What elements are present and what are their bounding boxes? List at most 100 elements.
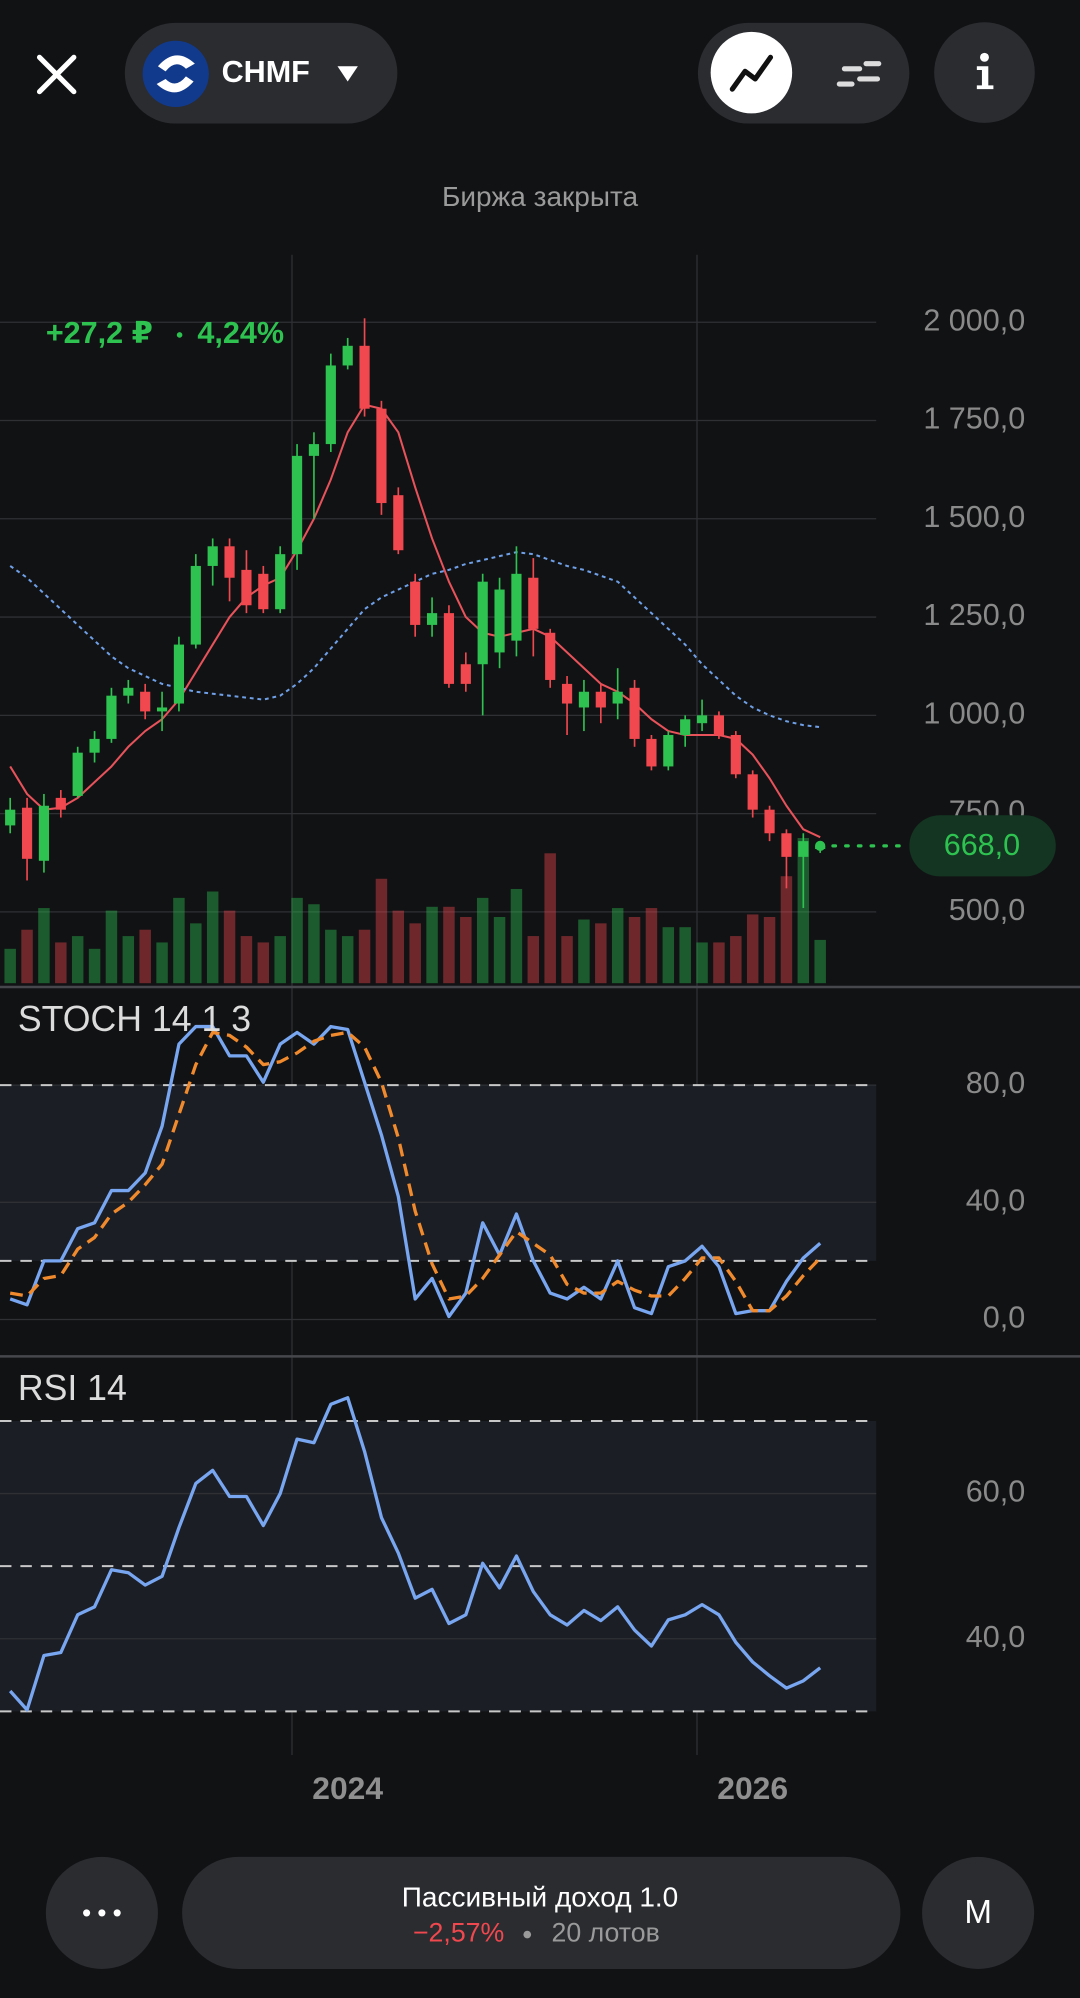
volume-bar [476,897,489,984]
toggle-active [710,31,793,114]
indicator-line [9,1030,822,1313]
volume-bar [308,904,320,984]
volume-bar [460,916,472,984]
candle-body [477,581,488,665]
candle-body [342,345,353,366]
line-chart-button[interactable] [710,31,793,114]
volume-bar [190,923,202,984]
candle-body [528,577,539,629]
volume-bar [206,891,219,984]
y-tick-label: 1 500,0 [923,500,1025,534]
y-tick-label: 2 000,0 [923,303,1025,337]
volume-bar [139,929,151,984]
candle-body [511,573,522,641]
volume-bar [223,910,236,984]
candle-body [224,546,235,578]
more-button[interactable] [45,1856,158,1969]
volume-bar [173,897,185,984]
candle-body [241,569,252,606]
more-dot [113,1909,121,1917]
y-tick-label: 60,0 [966,1475,1025,1509]
y-tick-label: 1 250,0 [923,598,1025,632]
panel-title: STOCH 14 1 3 [18,999,251,1039]
market-status: Биржа закрыта [442,181,639,212]
candle-body [325,365,336,445]
strategy-name: Пассивный доход 1.0 [402,1881,679,1912]
volume-bar [611,908,624,984]
info-icon [976,66,994,90]
volume-bar [341,936,354,984]
more-dot [83,1909,91,1917]
info-button[interactable] [934,22,1035,123]
volume-bar [426,906,438,984]
candle-body [55,797,66,810]
candle-body [545,632,556,680]
indicator-line [8,1396,822,1712]
candle-body [646,738,657,767]
y-tick-label: 80,0 [966,1066,1025,1100]
panel-title: RSI 14 [18,1368,127,1408]
candle-body [696,715,708,724]
candle-body [376,408,387,504]
volume-bar [325,929,337,984]
volume-bar [510,888,523,984]
candle-body [747,774,758,810]
candle-body [89,738,100,753]
volume-bar [730,936,742,984]
candle-body [663,734,674,767]
logo-mark [156,55,195,93]
volume-bar [71,936,84,984]
volume-bar [763,916,776,984]
volume-bar [662,927,675,984]
candle-body [173,644,185,704]
volume-bar [797,838,810,984]
strategy-return: −2,57% [413,1918,504,1948]
candle-body [5,809,16,826]
candle-body [443,613,455,684]
volume-bar [645,908,658,984]
volume-bar [746,914,759,984]
candle-icon [836,61,882,87]
volume-bar [443,906,455,984]
close-button[interactable] [36,54,77,95]
volume-bar [780,876,793,984]
volume-bar [375,878,388,984]
candle-body [713,715,725,735]
volume-bar [544,853,556,984]
price-change-pct: 4,24% [197,316,284,350]
close-icon [36,54,77,95]
candle-body [612,691,623,704]
volume-bar [392,910,405,984]
volume-bar [409,923,421,984]
ticker-selector[interactable]: CHMF [124,22,398,124]
candle-chart-button[interactable] [836,61,882,87]
y-tick-label: 40,0 [966,1620,1025,1654]
candle-body [140,691,151,712]
candle-body [308,444,320,456]
last-price-label: 668,0 [944,828,1020,862]
candle-body [38,805,50,861]
dropdown-arrow [337,66,358,82]
volume-bar [240,936,253,984]
volume-bar [814,939,826,984]
candle-body [275,554,286,610]
x-tick-label: 2026 [717,1770,788,1806]
strategy-pill [182,1856,901,1969]
last-price-badge [909,815,1056,877]
volume-bar [257,942,270,984]
candle-body [494,589,505,653]
candle-body [106,695,117,739]
y-tick-label: 500,0 [949,893,1025,927]
last-price-dot [815,840,826,851]
volume-bar [55,942,67,984]
strategy-button[interactable]: Пассивный доход 1.0 −2,57% 20 лотов [182,1856,901,1969]
candle-body [410,581,421,625]
separator-dot [523,1930,532,1939]
y-tick-label: 40,0 [966,1183,1025,1217]
candle-body [426,613,438,625]
period-button[interactable]: M [922,1856,1035,1969]
volume-bar [561,936,573,984]
candle-body [730,734,741,775]
